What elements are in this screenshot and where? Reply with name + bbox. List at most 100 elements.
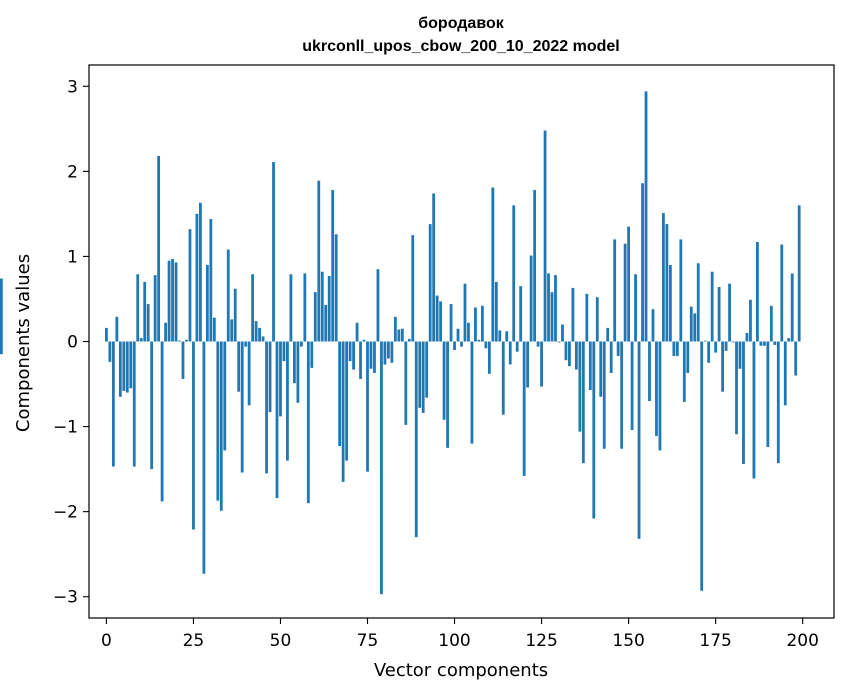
bar-component-151 bbox=[630, 341, 634, 430]
bar-component-28 bbox=[202, 341, 206, 574]
bar-component-137 bbox=[581, 341, 585, 464]
bar-component-50 bbox=[279, 341, 282, 417]
bar-component-62 bbox=[320, 271, 324, 342]
bar-component-39 bbox=[240, 341, 244, 473]
bar-component-129 bbox=[554, 275, 557, 342]
bar-component-4 bbox=[118, 341, 122, 397]
bar-component-8 bbox=[132, 341, 136, 467]
bar-component-56 bbox=[299, 341, 303, 347]
bar-component-181 bbox=[735, 341, 738, 435]
bar-component-177 bbox=[721, 341, 724, 392]
bar-component-47 bbox=[268, 341, 272, 413]
bar-component-174 bbox=[710, 271, 714, 342]
bar-component-101 bbox=[456, 328, 460, 342]
bar-component-167 bbox=[686, 341, 690, 373]
bar-component-92 bbox=[425, 341, 429, 398]
bar-component-68 bbox=[341, 341, 345, 482]
bar-component-83 bbox=[393, 316, 397, 342]
bar-component-163 bbox=[672, 341, 676, 356]
bar-component-80 bbox=[383, 341, 387, 365]
bar-component-171 bbox=[700, 341, 704, 591]
bar-component-195 bbox=[783, 341, 787, 406]
y-tick-label: −2 bbox=[53, 503, 78, 523]
bar-component-6 bbox=[125, 341, 129, 393]
bar-component-2 bbox=[111, 341, 115, 467]
bar-component-88 bbox=[411, 235, 415, 342]
bar-component-90 bbox=[418, 341, 422, 408]
bar-component-61 bbox=[317, 180, 321, 342]
y-tick-label: 2 bbox=[67, 162, 78, 182]
bar-component-144 bbox=[606, 327, 610, 342]
bar-component-93 bbox=[428, 224, 432, 342]
x-tick-label: 175 bbox=[699, 631, 731, 651]
bar-component-119 bbox=[519, 286, 523, 342]
bar-component-127 bbox=[547, 273, 550, 342]
bar-component-undefined bbox=[0, 341, 3, 355]
bar-component-21 bbox=[178, 340, 181, 342]
bar-component-5 bbox=[122, 341, 126, 391]
bar-component-18 bbox=[167, 260, 171, 342]
bar-component-157 bbox=[651, 309, 655, 342]
bar-component-162 bbox=[668, 264, 672, 342]
bar-component-0 bbox=[105, 327, 108, 342]
bar-component-98 bbox=[446, 341, 449, 448]
bar-component-7 bbox=[129, 341, 133, 389]
bar-component-134 bbox=[571, 287, 575, 342]
bar-component-57 bbox=[303, 273, 307, 342]
bar-component-198 bbox=[794, 341, 798, 376]
bar-component-52 bbox=[286, 341, 289, 461]
bar-component-106 bbox=[474, 307, 477, 342]
bar-component-41 bbox=[247, 341, 251, 406]
bar-component-12 bbox=[146, 304, 150, 342]
y-tick-label: 0 bbox=[67, 333, 78, 353]
x-tick-label: 100 bbox=[438, 631, 470, 651]
bar-component-170 bbox=[696, 263, 700, 342]
bar-component-69 bbox=[345, 341, 349, 461]
bar-component-11 bbox=[143, 281, 147, 342]
bar-component-84 bbox=[397, 329, 401, 342]
x-tick-label: 0 bbox=[101, 631, 112, 651]
bar-component-51 bbox=[282, 341, 286, 362]
bar-component-169 bbox=[693, 313, 697, 342]
bar-component-64 bbox=[327, 275, 331, 342]
bar-component-66 bbox=[334, 234, 338, 342]
bar-component-23 bbox=[185, 339, 188, 342]
bar-component-104 bbox=[467, 322, 470, 342]
bar-component-113 bbox=[498, 330, 502, 342]
bar-component-53 bbox=[289, 274, 293, 342]
bar-component-111 bbox=[491, 187, 495, 342]
bar-component-70 bbox=[348, 341, 352, 362]
bar-component-161 bbox=[665, 224, 669, 342]
bar-component-189 bbox=[762, 341, 766, 346]
bar-component-38 bbox=[237, 341, 241, 392]
bar-component-44 bbox=[258, 327, 261, 342]
bar-component-159 bbox=[658, 341, 662, 451]
bar-component-154 bbox=[641, 183, 644, 342]
bar-component-35 bbox=[226, 249, 230, 342]
bar-component-78 bbox=[376, 269, 380, 342]
bar-component-125 bbox=[540, 341, 543, 387]
bar-component-141 bbox=[595, 297, 599, 342]
plot-area-frame bbox=[88, 64, 835, 619]
bar-component-49 bbox=[275, 341, 279, 499]
bar-component-182 bbox=[738, 341, 742, 369]
bar-component-58 bbox=[306, 341, 310, 504]
bar-component-138 bbox=[585, 293, 589, 342]
bar-component-91 bbox=[421, 341, 425, 413]
bar-component-95 bbox=[435, 295, 439, 342]
bar-component-109 bbox=[484, 341, 488, 349]
y-axis-label: Components values bbox=[13, 254, 34, 432]
bar-component-176 bbox=[717, 287, 721, 342]
bar-component-24 bbox=[188, 229, 192, 342]
bar-component-81 bbox=[387, 341, 390, 359]
bar-component-10 bbox=[139, 338, 143, 342]
bar-component-114 bbox=[501, 341, 505, 415]
bar-component-192 bbox=[773, 341, 777, 345]
bar-component-133 bbox=[568, 341, 571, 367]
bar-component-172 bbox=[703, 340, 707, 342]
bar-component-87 bbox=[407, 338, 411, 342]
bar-component-110 bbox=[487, 341, 491, 374]
bar-component-86 bbox=[404, 341, 408, 425]
x-tick-label: 150 bbox=[612, 631, 644, 651]
bar-component-115 bbox=[505, 331, 509, 342]
